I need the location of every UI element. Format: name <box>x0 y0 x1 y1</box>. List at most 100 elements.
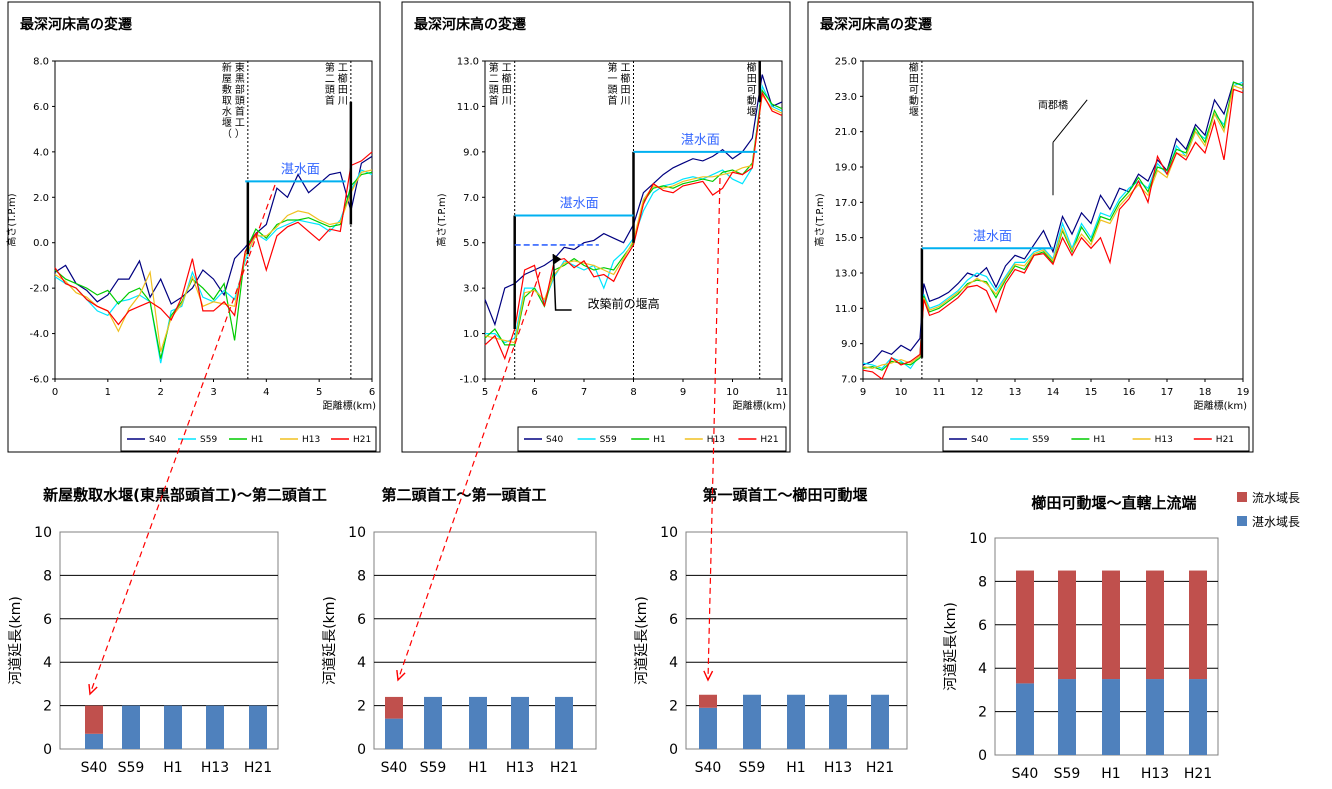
y-tick-label: 3.0 <box>463 284 479 295</box>
weir-label-char: 東 <box>235 61 245 74</box>
weir-label-char: 取 <box>222 95 232 107</box>
bar-segment-湛水域長 <box>1058 679 1076 755</box>
y-tick-label: -6.0 <box>29 375 49 386</box>
y-tick-label: 6.0 <box>33 102 49 113</box>
weir-label-char: 川 <box>502 96 512 107</box>
bar-segment-湛水域長 <box>469 696 487 749</box>
y-tick-label: 9.0 <box>463 147 479 158</box>
bar-y-tick-label: 8 <box>43 568 52 584</box>
bar-segment-湛水域長 <box>787 694 805 749</box>
weir-label-char: 川 <box>338 96 348 107</box>
bar-y-tick-label: 2 <box>357 699 366 715</box>
line-chart-1: 最深河床高の変遷 -6.0 -4.0 -2.0 0.0 2.0 4.0 6.0 8.0 0 1 2 3 4… <box>5 1 381 453</box>
weir-label-char: 可 <box>747 85 757 96</box>
annotation-arrows <box>88 177 721 696</box>
x-tick-label: 9 <box>680 387 686 398</box>
y-tick-label: 13.0 <box>835 269 857 280</box>
y-tick-label: 7.0 <box>463 193 479 204</box>
bar-segment-流水域長 <box>1016 570 1034 684</box>
x-tick-label: 17 <box>1161 387 1174 398</box>
water-level-label: 湛水面 <box>681 133 720 148</box>
bar-category-label: H1 <box>468 760 487 776</box>
bar-category-label: H13 <box>824 760 852 776</box>
bar-chart-title: 櫛田可動堰～直轄上流端 <box>1031 494 1196 512</box>
bar-segment-湛水域長 <box>511 696 529 749</box>
weir-label-char: 一 <box>608 74 618 85</box>
y-tick-label: 2.0 <box>33 193 49 204</box>
x-tick-label: 12 <box>971 387 984 398</box>
x-tick-label: 0 <box>52 387 58 398</box>
bar-legend-label: 湛水域長 <box>1252 515 1300 529</box>
legend-label: H21 <box>353 435 371 445</box>
series-line-H21 <box>484 90 783 361</box>
x-tick-label: 10 <box>895 387 908 398</box>
weir-label-char: 二 <box>489 74 499 85</box>
x-tick-label: 13 <box>1009 387 1022 398</box>
bar-y-axis-label: 河道延長(km) <box>8 596 24 685</box>
bar-y-tick-label: 10 <box>34 525 52 541</box>
dashed-annotation-arrow <box>89 184 276 695</box>
bar-category-label: H21 <box>550 760 578 776</box>
bar-y-tick-label: 10 <box>660 525 678 541</box>
x-axis-label: 距離標(km) <box>323 399 376 412</box>
weir-label-char: 工 <box>502 63 512 74</box>
legend-label: H13 <box>707 435 725 445</box>
bar-category-label: S59 <box>1054 766 1081 782</box>
weir-label-char: 新 <box>222 61 232 74</box>
bar-segment-湛水域長 <box>164 705 182 749</box>
bar-category-label: S59 <box>420 760 447 776</box>
weir-label-char: 田 <box>338 85 348 96</box>
legend-label: S40 <box>546 435 563 445</box>
bar-chart-title: 新屋敷取水堰(東黒部頭首工)～第二頭首工 <box>43 486 327 504</box>
x-tick-label: 10 <box>726 387 739 398</box>
bar-segment-湛水域長 <box>1102 679 1120 755</box>
old-weir-arrow <box>552 254 572 311</box>
legend-label: H1 <box>653 435 666 445</box>
series-line-H1 <box>54 171 373 359</box>
bar-legend-swatch <box>1237 492 1247 502</box>
bar-segment-湛水域長 <box>1146 679 1164 755</box>
bar-category-label: H13 <box>201 760 229 776</box>
water-level-label: 湛水面 <box>560 196 599 211</box>
annotation-arrowhead <box>703 670 714 682</box>
weir-label-char: （ <box>222 128 232 140</box>
weir-label-char: 頭 <box>608 84 618 96</box>
weir-label-char: 堰 <box>747 106 757 118</box>
bar-category-label: S40 <box>381 760 408 776</box>
bar-y-tick-label: 4 <box>357 655 366 671</box>
legend-label: H21 <box>760 435 778 445</box>
bar-y-tick-label: 0 <box>43 742 52 758</box>
weir-label-char: 動 <box>747 94 757 107</box>
bar-chart-4: 櫛田可動堰～直轄上流端 0 2 4 6 8 10 河道延長(km) S40 S59 H1 H13 H21 <box>943 494 1219 782</box>
y-tick-label: -4.0 <box>29 329 49 340</box>
weir-label-char: 櫛 <box>338 72 348 85</box>
weir-label-char: 敷 <box>222 83 232 96</box>
y-tick-label: 17.0 <box>835 198 857 209</box>
bar-category-label: H1 <box>1101 766 1120 782</box>
weir-label-char: 櫛 <box>502 72 512 85</box>
x-axis-label: 距離標(km) <box>1194 399 1247 412</box>
bar-y-tick-label: 8 <box>669 568 678 584</box>
bar-category-label: S59 <box>739 760 766 776</box>
y-tick-label: 8.0 <box>33 57 49 68</box>
x-tick-label: 14 <box>1047 387 1060 398</box>
legend-label: S59 <box>1032 435 1049 445</box>
plot-area <box>54 60 373 380</box>
bar-segment-湛水域長 <box>1189 679 1207 755</box>
weir-label-char: 櫛 <box>621 72 631 85</box>
x-tick-label: 16 <box>1123 387 1136 398</box>
weir-label-char: 工 <box>621 63 631 74</box>
bar-category-label: H1 <box>163 760 182 776</box>
chart-title: 最深河床高の変遷 <box>820 16 932 33</box>
bar-segment-湛水域長 <box>699 707 717 749</box>
legend-label: H1 <box>251 435 264 445</box>
bar-y-axis-label: 河道延長(km) <box>634 596 650 685</box>
y-tick-label: 15.0 <box>835 233 857 244</box>
bar-legend-label: 流水域長 <box>1252 491 1300 505</box>
annotation-arrowhead <box>396 669 406 682</box>
weir-label-char: 川 <box>621 96 631 107</box>
y-tick-label: 5.0 <box>463 238 479 249</box>
y-tick-label: 11.0 <box>835 304 857 315</box>
bridge-label: 両郡橋 <box>1038 99 1068 112</box>
